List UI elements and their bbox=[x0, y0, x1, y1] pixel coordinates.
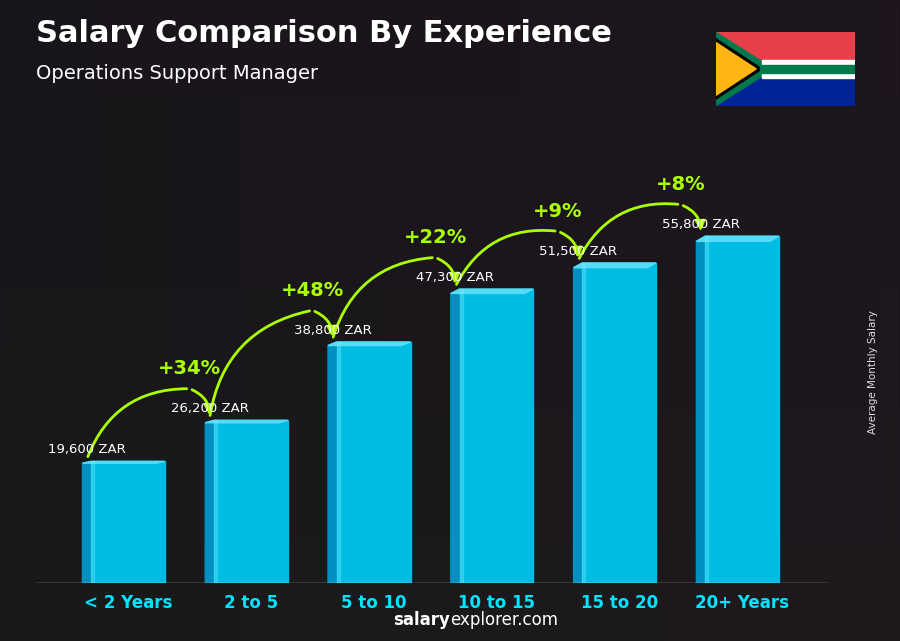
Polygon shape bbox=[573, 263, 582, 583]
Bar bbox=[460, 289, 463, 583]
Polygon shape bbox=[716, 32, 774, 106]
Polygon shape bbox=[716, 42, 756, 96]
Text: 47,300 ZAR: 47,300 ZAR bbox=[417, 271, 494, 284]
Text: salary: salary bbox=[393, 612, 450, 629]
Bar bbox=[706, 236, 708, 583]
Bar bbox=[582, 263, 585, 583]
Polygon shape bbox=[451, 289, 460, 583]
Text: +22%: +22% bbox=[403, 228, 467, 247]
Text: Average Monthly Salary: Average Monthly Salary bbox=[868, 310, 878, 434]
Text: explorer.com: explorer.com bbox=[450, 612, 558, 629]
Polygon shape bbox=[760, 65, 855, 73]
Bar bbox=[214, 420, 217, 583]
Polygon shape bbox=[762, 60, 855, 65]
Bar bbox=[716, 32, 855, 69]
Polygon shape bbox=[83, 462, 165, 463]
Polygon shape bbox=[697, 236, 778, 242]
Bar bbox=[337, 342, 410, 583]
Polygon shape bbox=[205, 420, 288, 423]
Text: +8%: +8% bbox=[656, 175, 706, 194]
Text: 26,200 ZAR: 26,200 ZAR bbox=[171, 403, 248, 415]
Text: Operations Support Manager: Operations Support Manager bbox=[36, 64, 318, 83]
Text: +9%: +9% bbox=[533, 202, 582, 221]
Text: 51,500 ZAR: 51,500 ZAR bbox=[539, 245, 617, 258]
Text: +34%: +34% bbox=[158, 359, 221, 378]
Text: +48%: +48% bbox=[281, 281, 344, 300]
Bar bbox=[706, 236, 778, 583]
Bar bbox=[582, 263, 656, 583]
Text: 38,800 ZAR: 38,800 ZAR bbox=[293, 324, 372, 337]
Bar bbox=[91, 462, 94, 583]
Polygon shape bbox=[328, 342, 410, 345]
Polygon shape bbox=[205, 420, 214, 583]
Polygon shape bbox=[697, 236, 706, 583]
Polygon shape bbox=[328, 342, 337, 583]
Polygon shape bbox=[716, 38, 762, 99]
Polygon shape bbox=[451, 289, 534, 294]
Polygon shape bbox=[573, 263, 656, 268]
Bar bbox=[337, 342, 340, 583]
Text: 19,600 ZAR: 19,600 ZAR bbox=[48, 444, 126, 456]
Polygon shape bbox=[762, 73, 855, 78]
Text: Salary Comparison By Experience: Salary Comparison By Experience bbox=[36, 19, 612, 48]
Text: 55,800 ZAR: 55,800 ZAR bbox=[662, 218, 740, 231]
Bar bbox=[91, 462, 165, 583]
Bar bbox=[460, 289, 534, 583]
Bar bbox=[214, 420, 288, 583]
Bar bbox=[716, 69, 855, 106]
Polygon shape bbox=[83, 462, 91, 583]
